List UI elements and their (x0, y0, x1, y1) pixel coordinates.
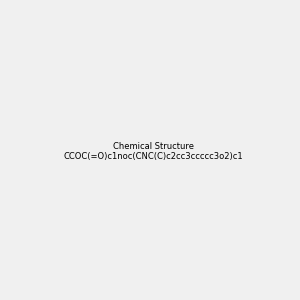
Text: Chemical Structure
CCOC(=O)c1noc(CNC(C)c2cc3ccccc3o2)c1: Chemical Structure CCOC(=O)c1noc(CNC(C)c… (64, 142, 244, 161)
